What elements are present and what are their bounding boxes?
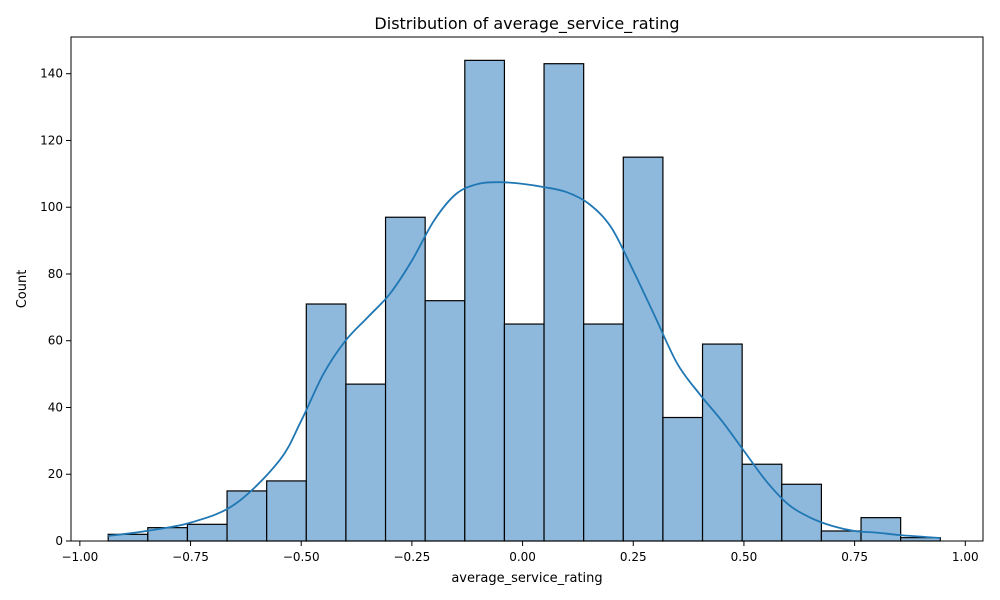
bars-layer: [107, 59, 941, 542]
histogram-bar: [583, 323, 624, 542]
histogram-bar: [266, 480, 307, 542]
y-tick-label: 20: [48, 467, 63, 481]
histogram-bar: [860, 517, 902, 542]
histogram-bar: [226, 490, 268, 542]
x-tick-label: 0.75: [841, 550, 868, 564]
x-tick-label: 1.00: [952, 550, 979, 564]
plot-frame: [70, 36, 984, 542]
histogram-bar: [186, 523, 228, 542]
kde-curve: [108, 181, 941, 539]
x-tick-label: 0.25: [620, 550, 647, 564]
x-tick-label: 0.50: [731, 550, 758, 564]
y-axis: 0 20 40 60 80 100 120 140: [40, 67, 71, 548]
y-tick-label: 100: [40, 200, 63, 214]
x-axis: −1.00 −0.75 −0.50 −0.25 0.00 0.25 0.50 0.75 1.00: [61, 541, 979, 564]
histogram-bar: [305, 303, 347, 542]
x-tick-label: −0.50: [283, 550, 320, 564]
histogram-bar: [345, 383, 387, 542]
y-tick-label: 80: [48, 267, 63, 281]
histogram-bar: [384, 216, 426, 542]
histogram-bar: [464, 59, 506, 542]
x-tick-label: −0.75: [172, 550, 209, 564]
histogram-bar: [622, 156, 664, 542]
y-tick-label: 60: [48, 334, 63, 348]
histogram-bar: [781, 483, 823, 542]
histogram-bar: [701, 343, 743, 542]
y-tick-label: 0: [55, 534, 63, 548]
x-tick-label: −1.00: [61, 550, 98, 564]
y-axis-label: Count: [15, 270, 30, 309]
y-tick-label: 120: [40, 133, 63, 147]
histogram-bar: [543, 63, 585, 542]
histogram-bar: [424, 300, 466, 542]
y-tick-label: 40: [48, 400, 63, 414]
histogram-bar: [820, 530, 862, 542]
histogram-bar: [662, 416, 704, 542]
x-tick-label: −0.25: [394, 550, 431, 564]
y-tick-label: 140: [40, 67, 63, 81]
x-axis-label: average_service_rating: [451, 571, 602, 586]
histogram-bar: [503, 323, 545, 542]
x-tick-label: 0.00: [509, 550, 536, 564]
chart-title: Distribution of average_service_rating: [374, 14, 679, 34]
